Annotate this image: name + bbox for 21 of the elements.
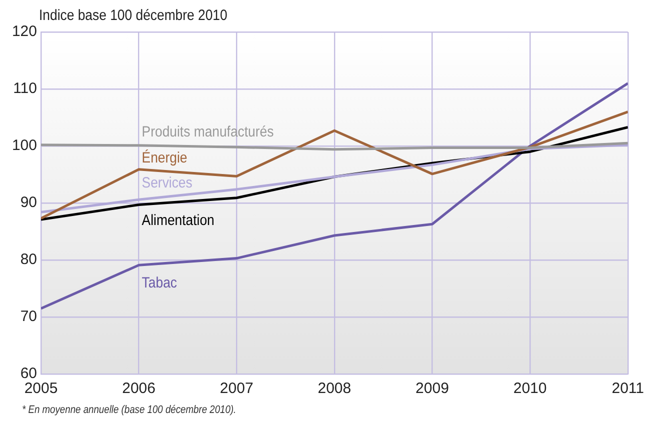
series-label: Énergie	[142, 148, 188, 166]
y-tick-label: 60	[20, 365, 37, 382]
y-tick-label: 80	[20, 251, 37, 268]
y-tick-label: 110	[13, 80, 37, 98]
series-label: Alimentation	[142, 211, 214, 228]
y-tick-label: 120	[12, 23, 37, 40]
y-axis-title: Indice base 100 décembre 2010	[39, 6, 228, 24]
y-tick-label: 70	[20, 308, 37, 326]
series-label: Produits manufacturés	[142, 122, 274, 140]
y-tick-label: 90	[20, 194, 37, 212]
x-tick-label: 2010	[513, 380, 547, 398]
x-tick-label: 2011	[612, 380, 644, 398]
x-tick-label: 2009	[416, 380, 449, 398]
y-tick-label: 100	[12, 137, 37, 154]
series-label: Tabac	[142, 273, 177, 290]
text: * En moyenne annuelle (base 100 décembre 2010).	[22, 404, 236, 416]
x-tick-label: 2008	[318, 380, 352, 398]
x-tick-label: 2007	[220, 380, 254, 398]
x-tick-label: 2005	[24, 380, 58, 398]
series-label: Services	[142, 174, 192, 191]
x-tick-label: 2006	[122, 380, 156, 398]
